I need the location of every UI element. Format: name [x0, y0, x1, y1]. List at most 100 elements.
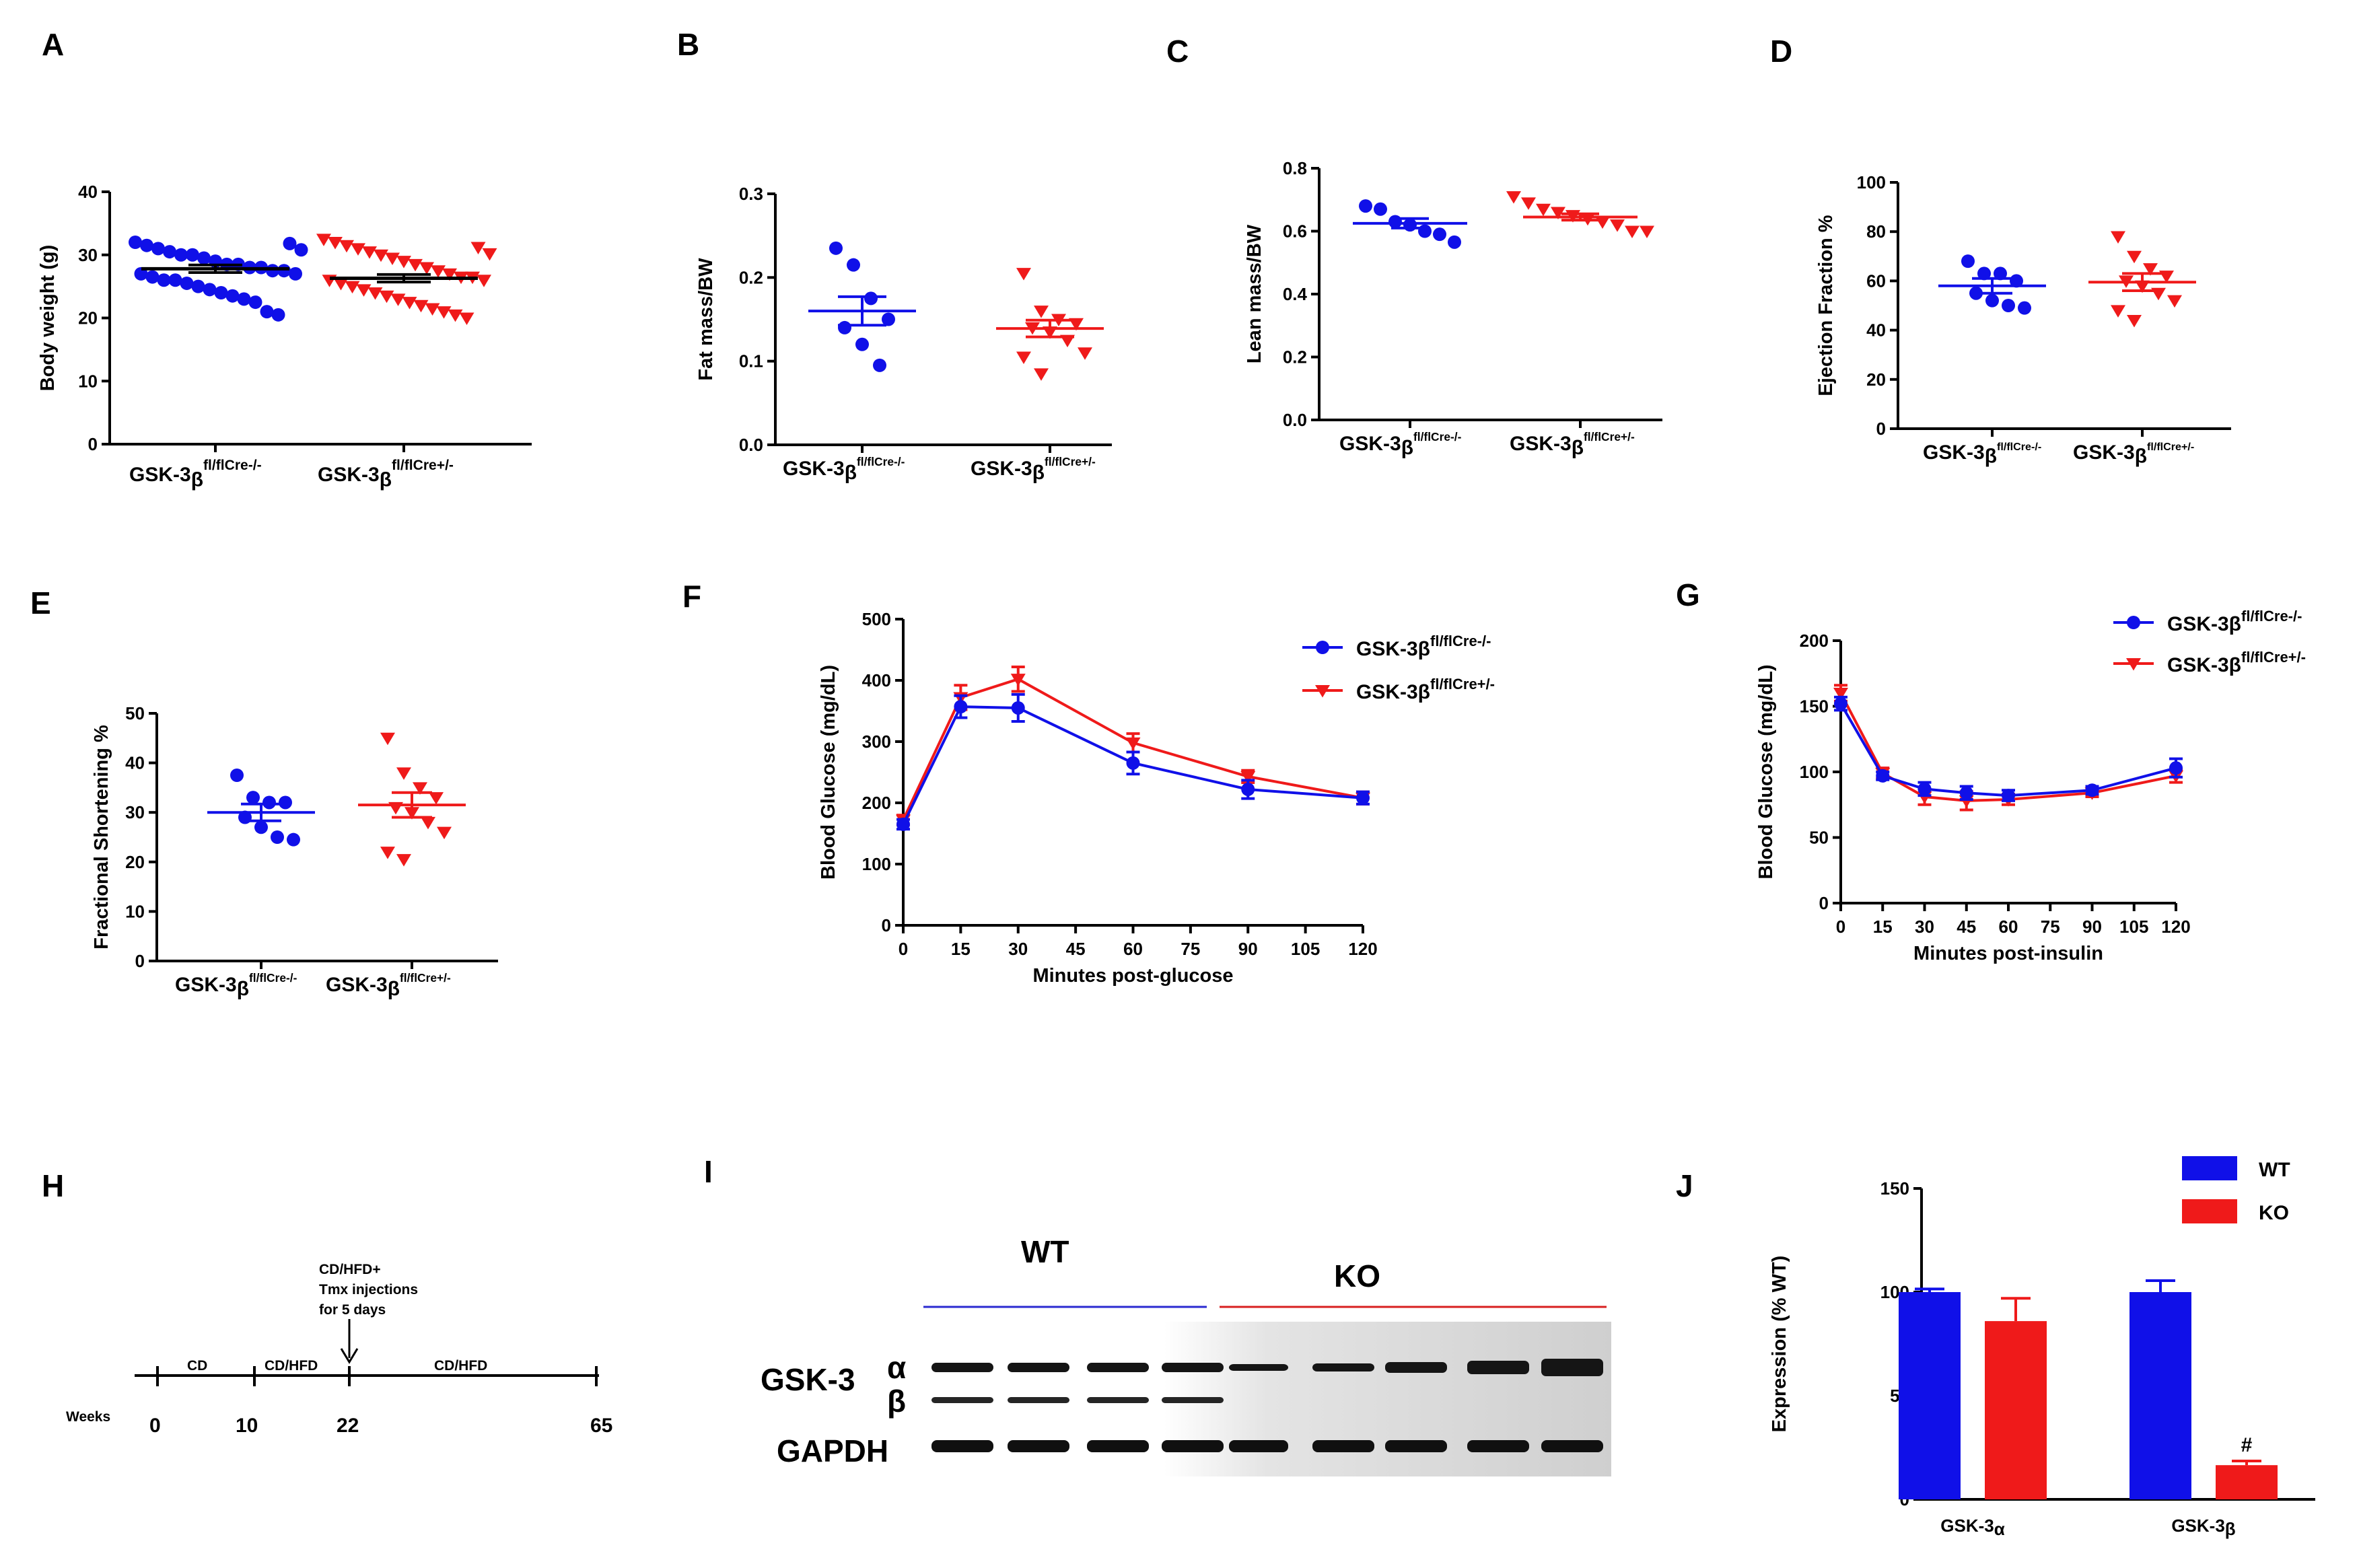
panel-g-y-tick-label: 0 — [1819, 893, 1829, 913]
panel-a-point — [436, 306, 452, 319]
panel-e-point — [254, 820, 268, 834]
panel-f-point — [954, 700, 968, 714]
panel-e-y-tick-label: 20 — [125, 852, 145, 872]
panel-c-point — [1506, 191, 1521, 204]
panel-a-point — [367, 287, 383, 300]
panel-g-y-axis-label: Blood Glucose (mg/dL) — [1755, 665, 1777, 880]
panel-a-point — [431, 265, 446, 278]
panel-g-y-tick-label: 200 — [1800, 631, 1829, 651]
timeline-note-line-2: Tmx injections — [319, 1282, 418, 1297]
panel-e-group-label-wt: GSK-3βfl/flCre-/- — [175, 971, 297, 1000]
panel-g-x-tick-label: 120 — [2161, 917, 2190, 937]
panel-a-point — [333, 277, 349, 291]
panel-f-y-tick-label: 400 — [862, 670, 891, 690]
panel-f-y-axis-label: Blood Glucose (mg/dL) — [818, 665, 839, 880]
panel-d-point — [2127, 314, 2142, 328]
panel-f-y-tick-label: 500 — [862, 609, 891, 629]
panel-e-point — [396, 767, 411, 780]
panel-d-point — [2111, 305, 2125, 318]
panel-e-y-tick-label: 10 — [125, 901, 145, 921]
panel-d-point — [1977, 266, 1991, 281]
panel-a-point — [448, 309, 463, 322]
panel-a-point — [408, 258, 423, 272]
panel-d-point — [2127, 250, 2142, 264]
timeline-week-65: 65 — [590, 1415, 612, 1437]
panel-a-point — [402, 297, 417, 310]
blot-band-gsk3-alpha — [1008, 1363, 1069, 1372]
panel-a-point — [362, 246, 377, 259]
blot-band-gapdh — [1385, 1440, 1447, 1452]
panel-b-point — [829, 241, 843, 255]
arrow-down-icon — [340, 1348, 359, 1364]
panel-a-point — [374, 249, 388, 262]
blot-band-gsk3-beta — [931, 1397, 993, 1403]
panel-e-point — [271, 830, 284, 844]
panel-d-group-label-wt: GSK-3βfl/flCre-/- — [1923, 441, 2041, 468]
panel-e-y-tick-label: 30 — [125, 802, 145, 822]
panel-a-point — [237, 292, 251, 306]
panel-a-y-tick-label: 0 — [88, 434, 98, 454]
panel-f-x-tick-label: 105 — [1291, 939, 1320, 959]
panel-d-group-label-ko: GSK-3βfl/flCre+/- — [2073, 441, 2194, 468]
panel-label-j: J — [1676, 1168, 1693, 1203]
panel-f-series-line — [902, 705, 1364, 825]
blot-band-gapdh — [1087, 1440, 1149, 1452]
blot-band-gapdh — [931, 1440, 993, 1452]
panel-label-d: D — [1770, 34, 1792, 69]
panel-f-legend-swatch-marker — [1315, 685, 1330, 698]
panel-b-point — [1016, 268, 1031, 281]
panel-e-point — [380, 732, 395, 746]
panel-g-x-tick-label: 60 — [1999, 917, 2018, 937]
panel-b-y-tick-label: 0.2 — [739, 267, 763, 287]
panel-f-x-tick-label: 15 — [951, 939, 971, 959]
panel-d-ejection-fraction: 0 20 40 60 80 100 Ejection Fraction % GSK-3βfl/… — [1815, 172, 2231, 468]
panel-d-point — [2143, 263, 2158, 276]
panel-b-y-tick-label: 0.0 — [739, 435, 763, 455]
panel-a-group-label-ko: GSK-3βfl/flCre+/- — [318, 458, 454, 491]
panel-c-point — [1536, 203, 1551, 217]
panel-j-bar — [2129, 1292, 2191, 1499]
panel-e-y-tick-label: 0 — [135, 951, 145, 971]
panel-f-point — [1240, 771, 1256, 784]
panel-e-y-tick-label: 40 — [125, 753, 145, 773]
panel-a-group-label-wt: GSK-3βfl/flCre-/- — [129, 458, 262, 491]
panel-f-x-tick-label: 0 — [899, 939, 908, 959]
panel-c-point — [1374, 202, 1387, 216]
panel-a-point — [390, 293, 406, 306]
panel-d-point — [1994, 266, 2007, 281]
panel-a-point — [271, 308, 285, 322]
panel-f-x-tick-label: 75 — [1181, 939, 1200, 959]
panel-a-point — [294, 243, 308, 257]
panel-f-x-tick-label: 30 — [1008, 939, 1028, 959]
panel-c-y-axis-label: Lean mass/BW — [1244, 224, 1265, 363]
panel-f-x-tick-label: 90 — [1238, 939, 1258, 959]
panel-a-point — [339, 240, 354, 253]
panel-j-y-tick-label: 150 — [1880, 1178, 1909, 1199]
timeline-segment-cd-hfd-2: CD/HFD — [434, 1358, 487, 1374]
panel-a-point — [260, 305, 274, 319]
panel-label-f: F — [682, 579, 701, 614]
panel-b-point — [1016, 351, 1031, 364]
panel-g-x-tick-label: 90 — [2082, 917, 2102, 937]
panel-e-point — [246, 791, 260, 805]
panel-d-point — [2167, 295, 2182, 308]
panel-a-point — [477, 275, 491, 287]
panel-j-significance-mark: # — [2241, 1434, 2253, 1456]
panel-e-point — [262, 795, 276, 810]
panel-e-point — [421, 816, 435, 830]
panel-g-y-tick-label: 50 — [1809, 828, 1829, 848]
panel-g-series-line — [1839, 703, 2177, 797]
panel-d-y-tick-label: 80 — [1866, 221, 1886, 242]
panel-d-y-tick-label: 20 — [1866, 369, 1886, 390]
blot-band-gapdh — [1312, 1440, 1374, 1452]
panel-g-x-tick-label: 105 — [2119, 917, 2148, 937]
blot-gapdh-label: GAPDH — [777, 1433, 888, 1468]
panel-g-y-tick-label: 100 — [1800, 762, 1829, 782]
blot-band-gapdh — [1162, 1440, 1224, 1452]
panel-label-c: C — [1166, 34, 1189, 69]
panel-f-y-tick-label: 200 — [862, 793, 891, 813]
panel-b-group-label-wt: GSK-3βfl/flCre-/- — [783, 455, 905, 484]
blot-band-gsk3-alpha — [931, 1363, 993, 1372]
panel-g-x-tick-label: 45 — [1957, 917, 1976, 937]
panel-c-point — [1521, 197, 1536, 210]
